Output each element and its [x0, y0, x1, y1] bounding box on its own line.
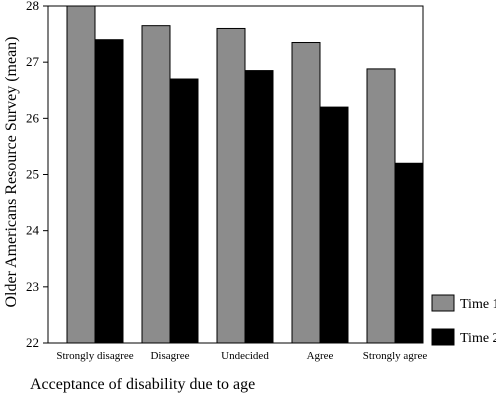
x-tick-label: Disagree	[150, 350, 189, 362]
bar-1-5	[366, 68, 396, 344]
legend-label-1: Time 1	[460, 297, 496, 312]
x-tick-label: Strongly disagree	[56, 350, 133, 362]
x-axis-title: Acceptance of disability due to age	[30, 376, 255, 393]
y-tick-label: 25	[26, 167, 39, 182]
bar-1-2	[141, 25, 171, 344]
bar-2-3	[244, 70, 274, 344]
legend-swatch-1	[431, 294, 455, 312]
y-axis-title: Older Americans Resource Survey (mean)	[3, 36, 20, 307]
y-tick-label: 28	[26, 0, 39, 13]
y-tick-label: 23	[26, 279, 39, 294]
bar-2-4	[319, 106, 349, 344]
y-tick-label: 26	[26, 110, 40, 125]
x-tick-label: Strongly agree	[363, 350, 428, 362]
y-tick-label: 22	[26, 335, 39, 350]
legend-swatch-2	[431, 328, 455, 346]
x-axis-tick-labels: Strongly disagree Disagree Undecided Agree S…	[56, 350, 427, 362]
y-tick-label: 27	[26, 54, 40, 69]
bar-1-1	[66, 5, 96, 344]
y-tick-label: 24	[26, 223, 40, 238]
bar-2-5	[394, 162, 424, 344]
x-tick-label: Undecided	[221, 350, 269, 362]
legend-label-2: Time 2	[460, 331, 496, 346]
y-axis-ticks: 22 23 24 25 26 27 28	[26, 0, 48, 350]
legend: Time 1 Time 2	[431, 294, 496, 346]
bar-2-1	[94, 39, 124, 344]
x-tick-label: Agree	[307, 350, 334, 362]
bar-1-3	[216, 27, 246, 344]
bars-group	[66, 5, 424, 344]
bar-1-4	[291, 42, 321, 344]
bar-2-2	[169, 78, 199, 344]
